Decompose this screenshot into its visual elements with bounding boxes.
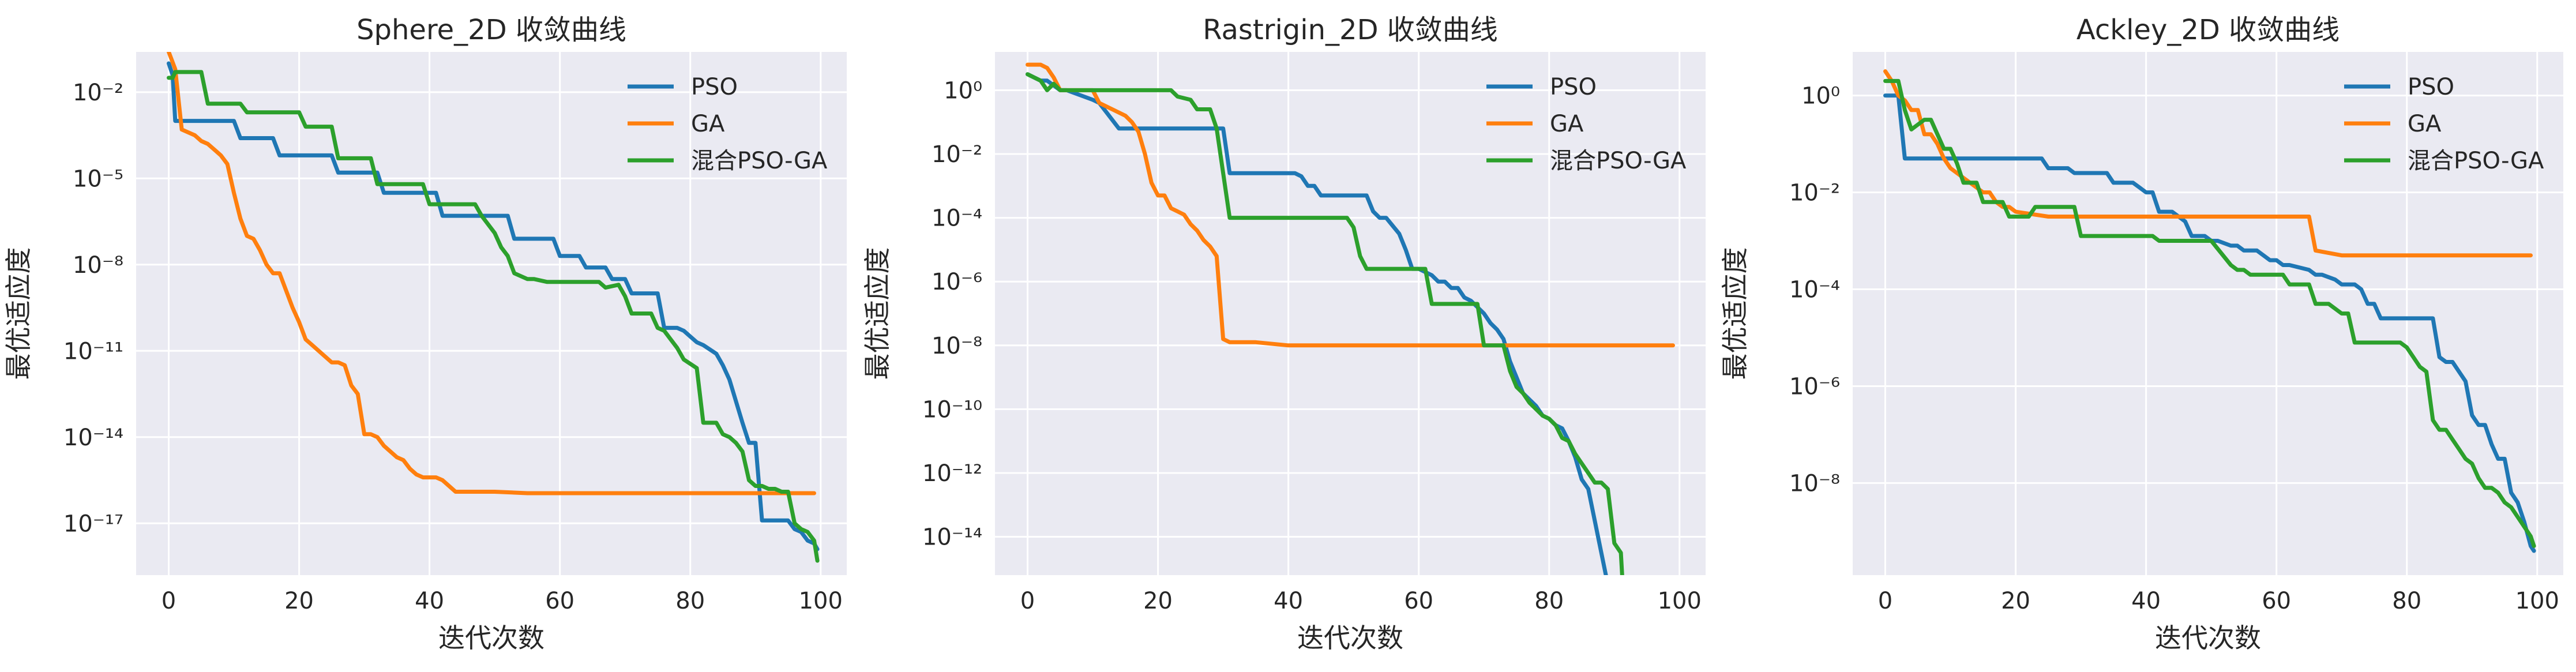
x-axis-label: 迭代次数 xyxy=(1297,622,1403,654)
x-tick-label: 20 xyxy=(284,588,314,614)
chart-panel-2: 0 20 40 60 80 100 10⁻¹⁴ 10⁻¹² 10⁻¹⁰ 10⁻⁸ 10⁻⁶ 10⁻⁴ 1… xyxy=(862,14,1706,654)
y-tick-label: 10⁻¹² xyxy=(922,460,982,487)
series-line-混合PSO-GA xyxy=(167,70,820,563)
y-tick-label: 10⁻² xyxy=(1789,180,1840,207)
chart-panel-3: 0 20 40 60 80 100 10⁻⁸ 10⁻⁶ 10⁻⁴ 10⁻² 10⁰ Ackley_2D… xyxy=(1719,14,2563,654)
x-tick-label: 0 xyxy=(162,588,176,614)
chart-title: Ackley_2D 收敛曲线 xyxy=(2076,14,2340,46)
series-group xyxy=(1026,62,1675,575)
plot-area xyxy=(995,52,1706,575)
x-tick-label: 40 xyxy=(415,588,444,614)
x-tick-label: 60 xyxy=(545,588,574,614)
x-axis-label: 迭代次数 xyxy=(438,622,545,654)
legend-label: 混合PSO-GA xyxy=(2408,148,2544,174)
y-tick-label: 10⁻² xyxy=(73,80,123,106)
x-tick-label: 80 xyxy=(1534,588,1564,614)
legend-label: PSO xyxy=(1550,74,1597,100)
legend-label: GA xyxy=(691,111,725,137)
x-tick-label: 100 xyxy=(1658,588,1702,614)
series-group xyxy=(167,52,820,563)
series-line-GA xyxy=(167,52,816,495)
x-tick-label: 100 xyxy=(799,588,843,614)
x-tick-label: 60 xyxy=(1404,588,1433,614)
y-tick-label: 10⁻⁴ xyxy=(1789,277,1840,303)
chart-title: Sphere_2D 收敛曲线 xyxy=(356,14,626,46)
legend-label: GA xyxy=(2408,111,2442,137)
legend-label: PSO xyxy=(2408,74,2454,100)
chart-panel-1: 0 20 40 60 80 100 10⁻¹⁷ 10⁻¹⁴ 10⁻¹¹ 10⁻⁸ 10⁻⁵ 10⁻² S… xyxy=(3,14,847,654)
series-line-PSO xyxy=(1883,93,2536,553)
y-tick-label: 10⁻⁸ xyxy=(73,252,123,279)
series-line-混合PSO-GA xyxy=(1883,78,2536,549)
legend-label: GA xyxy=(1550,111,1584,137)
y-tick-label: 10⁻² xyxy=(932,141,982,168)
series-group xyxy=(1883,69,2536,553)
y-tick-label: 10⁻⁵ xyxy=(73,166,123,192)
series-line-PSO xyxy=(167,61,820,551)
y-tick-label: 10⁻⁶ xyxy=(1789,373,1840,400)
series-line-GA xyxy=(1883,69,2533,258)
y-tick-label: 10⁻¹⁴ xyxy=(63,425,123,451)
chart-title: Rastrigin_2D 收敛曲线 xyxy=(1203,14,1498,46)
y-tick-label: 10⁻⁴ xyxy=(932,205,982,232)
y-tick-label: 10⁰ xyxy=(1801,83,1840,110)
y-tick-label: 10⁻⁶ xyxy=(932,269,982,295)
legend-label: 混合PSO-GA xyxy=(691,148,828,174)
x-tick-label: 60 xyxy=(2262,588,2291,614)
x-axis-label: 迭代次数 xyxy=(2155,622,2261,654)
plot-area xyxy=(136,52,847,575)
legend-label: PSO xyxy=(691,74,738,100)
y-tick-label: 10⁻⁸ xyxy=(932,333,982,359)
y-axis-label: 最优适应度 xyxy=(1719,247,1751,380)
y-tick-label: 10⁰ xyxy=(944,77,982,104)
y-axis-label: 最优适应度 xyxy=(862,247,893,380)
x-tick-label: 0 xyxy=(1020,588,1035,614)
x-tick-label: 20 xyxy=(1143,588,1173,614)
y-tick-label: 10⁻⁸ xyxy=(1789,470,1840,497)
y-tick-label: 10⁻¹⁰ xyxy=(922,396,982,423)
x-tick-label: 20 xyxy=(2001,588,2030,614)
legend-label: 混合PSO-GA xyxy=(1550,148,1687,174)
y-tick-label: 10⁻¹¹ xyxy=(63,338,123,365)
x-tick-label: 0 xyxy=(1878,588,1892,614)
y-tick-label: 10⁻¹⁷ xyxy=(63,510,123,537)
x-tick-label: 100 xyxy=(2515,588,2559,614)
x-tick-label: 40 xyxy=(1274,588,1303,614)
x-tick-label: 40 xyxy=(2131,588,2161,614)
x-tick-label: 80 xyxy=(675,588,705,614)
series-line-混合PSO-GA xyxy=(1026,72,1624,575)
x-tick-label: 80 xyxy=(2392,588,2421,614)
plot-area xyxy=(1853,52,2563,575)
y-axis-label: 最优适应度 xyxy=(3,247,34,380)
y-tick-label: 10⁻¹⁴ xyxy=(922,524,982,551)
